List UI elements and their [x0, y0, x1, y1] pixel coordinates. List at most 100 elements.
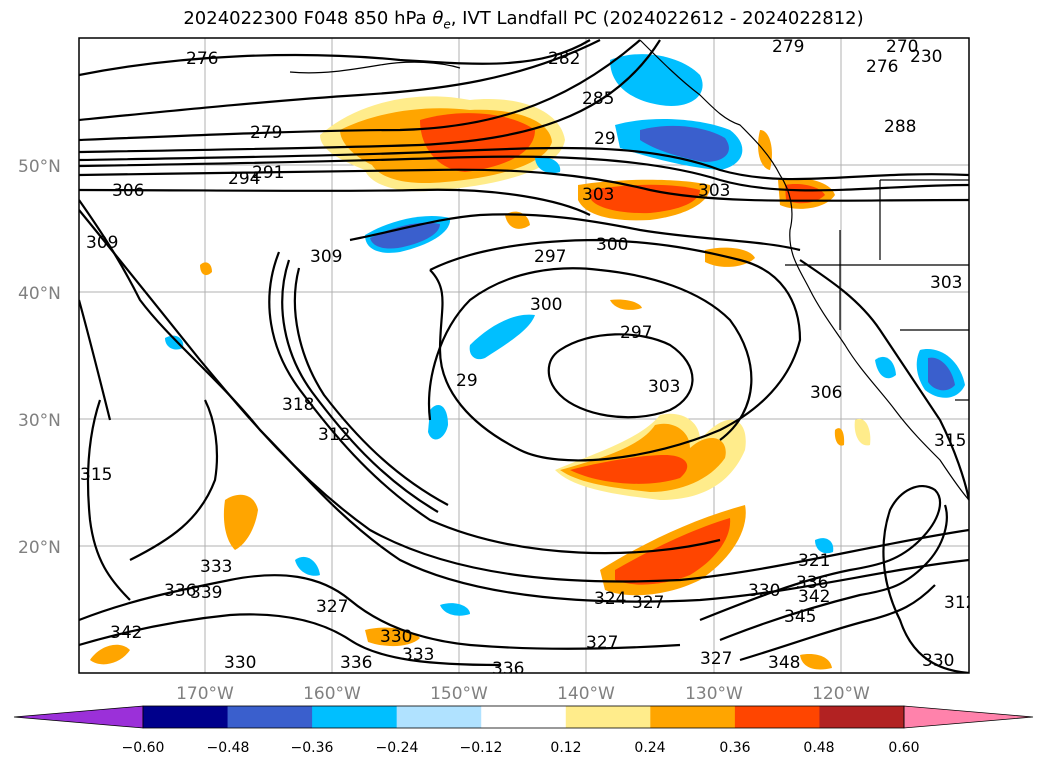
contour-336-south	[79, 613, 501, 667]
contour-label: 315	[80, 465, 112, 485]
contour-label: 303	[698, 181, 730, 201]
contour-label: 339	[190, 583, 222, 603]
contour-label: 309	[86, 233, 118, 253]
map-title: 2024022300 F048 850 hPa θe, IVT Landfall…	[0, 8, 1047, 32]
contour-label: 327	[700, 649, 732, 669]
colorbar-bin	[481, 706, 567, 728]
negative-shading	[165, 54, 965, 616]
contour-label: 321	[798, 551, 830, 571]
contour-label: 336	[492, 659, 524, 679]
contour-333	[79, 574, 681, 650]
contour-label: 297	[534, 247, 566, 267]
contour-label: 312	[944, 593, 976, 613]
colorbar-bin	[819, 706, 905, 728]
contour-label: 327	[586, 633, 618, 653]
title-symbol: θ	[432, 8, 444, 29]
contour-279	[79, 39, 601, 122]
colorbar-bin	[312, 706, 398, 728]
shade-pos-central-high	[590, 184, 700, 214]
contour-label: 342	[798, 587, 830, 607]
contour-342	[739, 584, 936, 662]
title-prefix: 2024022300 F048 850 hPa	[183, 8, 433, 29]
contour-label: 342	[110, 623, 142, 643]
shade-pos-subtropical-high	[570, 455, 688, 484]
contour-label: 294	[228, 169, 260, 189]
shade-pos-small-4	[834, 428, 845, 446]
colorbar-extend-over	[903, 705, 1034, 729]
colorbar-bin	[565, 706, 651, 728]
lon-label-160w: 160°W	[303, 684, 361, 704]
contour-303-closed	[547, 333, 694, 419]
contour-label: 333	[402, 645, 434, 665]
contour-label: 306	[810, 383, 842, 403]
contour-label: 291	[252, 163, 284, 183]
contour-label: 306	[112, 181, 144, 201]
latitude-labels: 50°N 40°N 30°N 20°N	[18, 157, 61, 558]
colorbar-bin	[734, 706, 820, 728]
contour-285	[79, 39, 661, 154]
contour-label: 300	[596, 235, 628, 255]
shade-neg-small-1	[875, 356, 896, 379]
shade-neg-low	[428, 405, 448, 440]
contour-coast	[799, 259, 969, 501]
contour-336	[719, 504, 948, 642]
contour-label: 309	[310, 247, 342, 267]
colorbar-tick: −0.24	[376, 740, 419, 756]
contour-282	[79, 39, 641, 142]
contour-318	[281, 259, 439, 513]
contour-297	[79, 168, 969, 202]
contour-label: 324	[594, 589, 626, 609]
contour-label: 29	[594, 129, 616, 149]
map-frame	[78, 37, 970, 674]
colorbar-tick: −0.60	[122, 740, 165, 756]
shade-pos-small-5	[854, 418, 871, 446]
lon-label-150w: 150°W	[430, 684, 488, 704]
shade-pos-south-west	[90, 644, 130, 665]
shade-neg-small-6	[440, 603, 470, 616]
contour-297b	[428, 267, 753, 441]
shade-neg-small-3	[295, 556, 320, 576]
contour-label: 303	[648, 377, 680, 397]
colorbar-bin	[650, 706, 736, 728]
contour-327	[129, 399, 219, 561]
contour-label: 336	[164, 581, 196, 601]
contour-label: 303	[930, 273, 962, 293]
shade-pos-south-east	[800, 654, 832, 670]
colorbar-tick: 0.24	[634, 740, 665, 756]
lat-label-40n: 40°N	[18, 284, 61, 304]
contour-label: 279	[250, 123, 282, 143]
contour-label: 29	[456, 371, 478, 391]
shade-pos-small-2	[610, 299, 642, 310]
contour-306	[79, 188, 591, 216]
shade-pos-coast-1	[758, 130, 772, 170]
contour-315-west	[86, 399, 131, 601]
colorbar-ticks: −0.60 −0.48 −0.36 −0.24 −0.12 0.12 0.24 …	[122, 740, 920, 756]
colorbar-tick: 0.12	[550, 740, 581, 756]
contour-312	[79, 209, 969, 583]
contour-330	[699, 484, 969, 673]
coastlines	[289, 39, 969, 501]
contour-label: 288	[884, 117, 916, 137]
contour-label: 330	[922, 651, 954, 671]
contour-label: 336	[340, 653, 372, 673]
contour-300	[429, 238, 802, 462]
colorbar-bin	[396, 706, 482, 728]
contour-label: 327	[632, 593, 664, 613]
lon-label-120w: 120°W	[812, 684, 870, 704]
contour-label: 285	[582, 89, 614, 109]
shade-pos-tropical-high	[615, 518, 731, 585]
shade-pos-coast-2-high	[785, 184, 825, 204]
contour-label: 279	[772, 37, 804, 57]
colorbar-tick: 0.48	[803, 740, 834, 756]
contour-label: 327	[316, 597, 348, 617]
colorbar-tick: −0.36	[291, 740, 334, 756]
colorbar-extend-under	[13, 705, 144, 729]
lon-label-140w: 140°W	[557, 684, 615, 704]
shade-pos-small-3	[200, 262, 212, 276]
shade-neg-alaska	[610, 54, 703, 106]
coast-aleutians	[289, 61, 461, 74]
contour-label: 315	[934, 431, 966, 451]
shade-pos-west	[223, 494, 258, 550]
title-suffix: , IVT Landfall PC (2024022612 - 20240228…	[450, 8, 864, 29]
shade-neg-midlat-mid	[370, 222, 440, 249]
